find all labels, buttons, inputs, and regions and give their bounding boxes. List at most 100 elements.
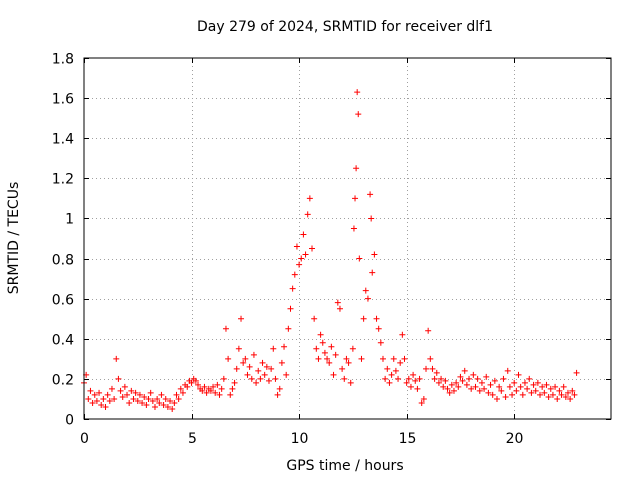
data-point (489, 391, 496, 398)
data-point (358, 355, 365, 362)
data-point (519, 391, 526, 398)
data-point (444, 385, 451, 392)
data-point (513, 387, 520, 394)
chart-title: Day 279 of 2024, SRMTID for receiver dlf… (197, 19, 493, 35)
data-point (332, 351, 339, 358)
data-point (379, 355, 386, 362)
data-point (167, 397, 174, 404)
data-point (515, 371, 522, 378)
y-tick-label: 0.6 (52, 293, 74, 309)
data-point (530, 381, 537, 388)
data-point (431, 375, 438, 382)
data-point (478, 379, 485, 386)
data-point (179, 389, 186, 396)
plot-frame (83, 57, 612, 420)
data-point (554, 395, 561, 402)
data-point (539, 383, 546, 390)
data-point (242, 355, 249, 362)
data-point (339, 365, 346, 372)
data-point (481, 385, 488, 392)
data-point (263, 363, 270, 370)
data-point (459, 377, 466, 384)
data-point (324, 355, 331, 362)
y-tick-label: 0 (65, 413, 74, 429)
data-point (212, 389, 219, 396)
data-point (87, 387, 94, 394)
axis-ticks: 0 0.2 0.4 0.6 0.8 1 1.2 1.4 1.6 1.8 0 5 10 15 20 (52, 52, 611, 447)
y-tick-label: 0.2 (52, 373, 74, 389)
data-point (326, 359, 333, 366)
data-point (164, 403, 171, 410)
data-point (500, 375, 507, 382)
data-point (509, 391, 516, 398)
data-point (285, 325, 292, 332)
data-point (315, 355, 322, 362)
data-point (399, 331, 406, 338)
data-point (425, 327, 432, 334)
data-point (145, 395, 152, 402)
data-point (375, 325, 382, 332)
x-tick-label: 0 (80, 431, 89, 447)
data-point (403, 379, 410, 386)
x-tick-label: 20 (506, 431, 524, 447)
y-tick-label: 1.6 (52, 92, 74, 108)
data-point (532, 387, 539, 394)
data-point (238, 315, 245, 322)
data-point (483, 373, 490, 380)
data-point (296, 261, 303, 268)
data-point (474, 375, 481, 382)
data-point (504, 367, 511, 374)
data-point (268, 365, 275, 372)
data-point (336, 305, 343, 312)
data-point (423, 365, 430, 372)
data-point (468, 385, 475, 392)
y-tick-label: 1.4 (52, 132, 74, 148)
data-point (341, 375, 348, 382)
data-point (184, 383, 191, 390)
data-point (192, 377, 199, 384)
data-point (270, 345, 277, 352)
data-point (463, 381, 470, 388)
data-point (203, 389, 210, 396)
data-point (362, 287, 369, 294)
data-point (233, 365, 240, 372)
data-point (106, 397, 113, 404)
data-point (132, 389, 139, 396)
data-point (85, 395, 92, 402)
data-point (491, 377, 498, 384)
data-point (517, 383, 524, 390)
data-point (257, 375, 264, 382)
data-point (143, 401, 150, 408)
data-point (175, 395, 182, 402)
data-point (545, 393, 552, 400)
data-point (433, 369, 440, 376)
data-point (420, 395, 427, 402)
data-point (442, 377, 449, 384)
data-point (246, 363, 253, 370)
data-point (102, 403, 109, 410)
data-point (412, 377, 419, 384)
data-point (558, 391, 565, 398)
data-point (160, 401, 167, 408)
data-point (414, 385, 421, 392)
data-point (349, 345, 356, 352)
data-point (126, 399, 133, 406)
grid-layer (84, 58, 611, 419)
data-point (435, 379, 442, 386)
data-point (231, 379, 238, 386)
data-point (407, 383, 414, 390)
data-point (177, 385, 184, 392)
data-point (371, 251, 378, 258)
data-point (309, 245, 316, 252)
data-point (136, 391, 143, 398)
data-point (547, 385, 554, 392)
data-point (487, 381, 494, 388)
data-point (261, 371, 268, 378)
data-points (81, 89, 580, 412)
data-point (115, 375, 122, 382)
data-point (100, 395, 107, 402)
data-point (556, 387, 563, 394)
data-point (188, 379, 195, 386)
data-point (369, 269, 376, 276)
